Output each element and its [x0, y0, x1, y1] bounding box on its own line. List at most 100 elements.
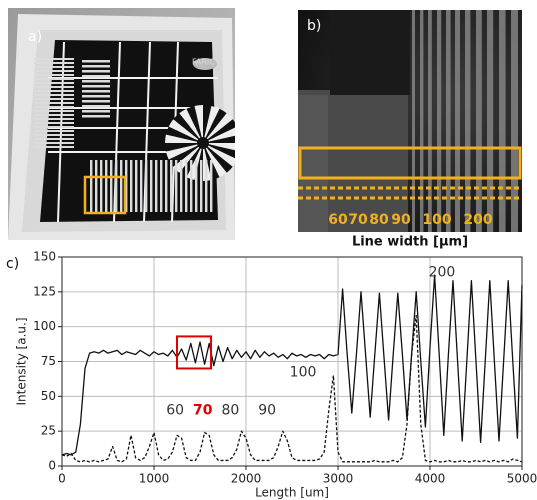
grating-line [110, 160, 113, 212]
grating-line [446, 10, 451, 232]
grating-line [82, 65, 110, 68]
star-wedge [165, 143, 203, 152]
star-wedge [203, 143, 233, 173]
grating-line [82, 100, 110, 103]
data-line [61, 314, 523, 463]
star-wedge [203, 108, 227, 143]
star-wedge [168, 119, 203, 143]
grating-line [190, 160, 193, 212]
grating-line [34, 70, 74, 72]
grating-line [34, 130, 74, 132]
grating-line [82, 85, 110, 88]
x-tick-label: 4000 [415, 472, 446, 486]
x-tick-label: 0 [58, 472, 66, 486]
grating-line [82, 80, 110, 83]
grating-line [140, 160, 143, 212]
grating-line [34, 90, 74, 92]
y-tick-label: 100 [33, 319, 56, 333]
star-wedge [203, 143, 235, 167]
grating-line [175, 160, 178, 212]
y-tick-label: 50 [41, 389, 56, 403]
star-wedge [165, 134, 203, 143]
data-line [61, 274, 523, 456]
annotation: 200 [429, 264, 456, 280]
grating-line [34, 98, 74, 100]
line-width-label: 70 [348, 212, 368, 228]
grating-line [82, 95, 110, 98]
star-wedge [203, 119, 235, 143]
star-wedge [203, 113, 233, 143]
x-tick-label: 2000 [231, 472, 262, 486]
grating-line [135, 160, 138, 212]
annotation: 60 [166, 402, 184, 418]
star-wedge [194, 105, 203, 143]
grating-line [205, 160, 208, 212]
panel-label: b) [307, 18, 321, 34]
star-wedge [165, 143, 203, 160]
star-wedge [165, 126, 203, 143]
line-width-label: 200 [463, 212, 492, 228]
grating-line [34, 106, 74, 108]
grating-line [82, 60, 110, 63]
grating-line [170, 160, 173, 212]
grating-line [34, 94, 74, 96]
annotation: 70 [193, 402, 213, 418]
plot-frame [61, 256, 523, 467]
annotation: 80 [221, 402, 239, 418]
grating-line [34, 114, 74, 116]
y-tick-label: 150 [33, 250, 56, 264]
x-axis-label: Length [um] [255, 486, 329, 500]
grating-line [82, 75, 110, 78]
grating-line [95, 160, 98, 212]
grating-line [200, 160, 203, 212]
panel-label: a) [28, 29, 42, 45]
annotation: 90 [258, 402, 276, 418]
grating-line [160, 160, 163, 212]
x-tick-label: 5000 [507, 472, 537, 486]
grating-line [105, 160, 108, 212]
axis-label: Line width [μm] [352, 235, 468, 250]
grating-line [34, 134, 74, 136]
grating-line [82, 90, 110, 93]
grating-line [511, 10, 518, 232]
grating-line [145, 160, 148, 212]
grating-line [34, 142, 74, 144]
grating-line [412, 10, 415, 232]
grating-line [34, 58, 74, 60]
grating-line [465, 10, 471, 232]
grating-line [120, 160, 123, 212]
grating-line [34, 110, 74, 112]
grating-line [90, 160, 93, 212]
grating-line [34, 138, 74, 140]
grating-line [34, 126, 74, 128]
grating-line [34, 66, 74, 68]
star-center [197, 137, 209, 149]
grating-line [34, 62, 74, 64]
grating-line [34, 82, 74, 84]
grating-line [34, 118, 74, 120]
star-wedge [173, 113, 203, 143]
grating-line [34, 78, 74, 80]
grating-line [150, 160, 153, 212]
grating-line [420, 10, 424, 232]
micrograph-panel [298, 10, 522, 232]
star-wedge [179, 108, 203, 143]
grating-line [155, 160, 158, 212]
grating-line [210, 160, 213, 212]
grating-line [34, 86, 74, 88]
star-wedge [203, 127, 235, 143]
y-tick-label: 125 [33, 284, 56, 298]
grating-line [100, 160, 103, 212]
grating-line [437, 10, 442, 232]
x-tick-label: 3000 [323, 472, 354, 486]
line-width-label: 100 [422, 212, 451, 228]
grating-line [185, 160, 188, 212]
line-width-label: 60 [328, 212, 348, 228]
star-wedge [203, 143, 235, 159]
grating-line [428, 10, 432, 232]
y-tick-label: 0 [48, 459, 56, 473]
grating-line [180, 160, 183, 212]
grating-line [82, 110, 110, 113]
star-wedge [186, 105, 203, 143]
